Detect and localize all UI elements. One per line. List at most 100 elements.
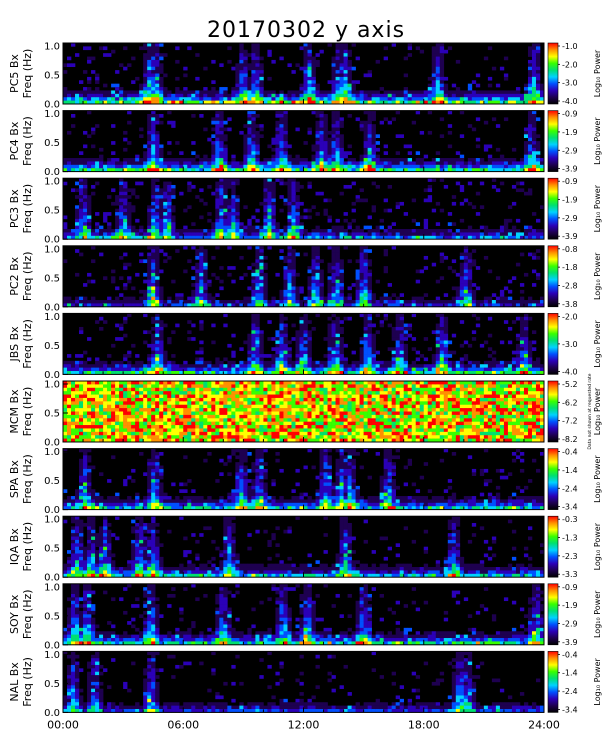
y-tick-label: 1.0 [44, 582, 60, 593]
freq-axis-label: Freq (Hz) [21, 49, 34, 99]
station-label: SOY Bx [8, 594, 21, 634]
spectrogram-heatmap [63, 381, 545, 443]
colorbar [547, 515, 559, 578]
colorbar-tick-label: -6.2 [562, 398, 578, 407]
y-tick-label: 1.0 [44, 177, 60, 188]
colorbar-tick-label: -0.8 [562, 245, 578, 254]
y-tick-label: 0.5 [44, 611, 60, 622]
freq-axis-label: Freq (Hz) [21, 116, 34, 166]
y-tick-label: 1.0 [44, 42, 60, 53]
x-tick-label: 24:00 [528, 718, 560, 731]
colorbar-note: Data not shown at requested rate [587, 373, 593, 449]
colorbar [547, 245, 559, 308]
y-tick-label: 0.0 [44, 302, 60, 313]
colorbar-label: Log₁₀ Power [593, 117, 602, 165]
panel-spa-bx: 0.0 0.5 1.0 SPA Bx Freq (Hz) -0.4 -1.4 -2.4 -3.4… [8, 447, 602, 516]
colorbar [547, 177, 559, 240]
freq-axis-label: Freq (Hz) [21, 184, 34, 234]
colorbar-tick-label: -3.4 [562, 705, 578, 714]
colorbar-tick-label: -3.0 [562, 79, 578, 88]
y-tick-label: 1.0 [44, 447, 60, 458]
colorbar-label: Log₁₀ Power [593, 657, 602, 705]
panel-mcm-bx: 0.0 0.5 1.0 MCM Bx Freq (Hz) -5.2 -6.2 -7.2 -8.2… [8, 373, 602, 449]
colorbar-tick-label: -5.2 [562, 380, 578, 389]
colorbar [547, 651, 559, 713]
station-label: NAL Bx [8, 662, 21, 702]
colorbar-tick-label: -3.3 [562, 570, 578, 579]
freq-axis-label: Freq (Hz) [21, 589, 34, 639]
colorbar-label: Log₁₀ Power [593, 455, 602, 503]
panel-pc4-bx: 0.0 0.5 1.0 PC4 Bx Freq (Hz) -0.9 -1.9 -2.9 -3.9… [8, 109, 602, 178]
colorbar-tick-label: -2.9 [562, 146, 578, 155]
colorbar-tick-label: -3.0 [562, 340, 578, 349]
spectrogram-heatmap [63, 43, 545, 105]
y-tick-label: 0.5 [44, 138, 60, 149]
y-tick-label: 0.5 [44, 544, 60, 555]
spectrogram-heatmap [63, 651, 545, 713]
colorbar-tick-label: -2.3 [562, 552, 578, 561]
colorbar-label: Log₁₀ Power [593, 49, 602, 97]
y-tick-label: 1.0 [44, 650, 60, 661]
panel-iqa-bx: 0.0 0.5 1.0 IQA Bx Freq (Hz) -0.3 -1.3 -2.3 -3.3… [8, 515, 602, 584]
y-tick-label: 0.5 [44, 273, 60, 284]
colorbar [547, 313, 559, 375]
y-tick-label: 1.0 [44, 380, 60, 391]
colorbar-tick-label: -3.9 [562, 232, 578, 241]
panel-nal-bx: 0.0 0.5 1.0 NAL Bx Freq (Hz) -0.4 -1.4 -2.4 -3.4… [8, 650, 602, 719]
colorbar-tick-label: -3.4 [562, 503, 578, 512]
colorbar-tick-label: -0.4 [562, 650, 578, 659]
colorbar-tick-label: -1.0 [562, 42, 578, 51]
colorbar-label: Log₁₀ Power [593, 522, 602, 570]
chart-title: 20170302 y axis [206, 18, 406, 43]
colorbar-label: Log₁₀ Power [593, 387, 602, 435]
colorbar [547, 583, 559, 646]
station-label: MCM Bx [8, 389, 21, 434]
colorbar-tick-label: -0.9 [562, 177, 578, 186]
colorbar-tick-label: -2.0 [562, 312, 578, 321]
colorbar-tick-label: -1.4 [562, 466, 578, 475]
y-tick-label: 0.0 [44, 708, 60, 719]
colorbar-tick-label: -3.9 [562, 165, 578, 174]
panel-jbs-bx: 0.0 0.5 1.0 JBS Bx Freq (Hz) -2.0 -3.0 -4.0 Log₁… [8, 312, 602, 381]
colorbar-tick-label: -2.8 [562, 281, 578, 290]
colorbar-tick-label: -2.0 [562, 60, 578, 69]
colorbar-tick-label: -3.9 [562, 638, 578, 647]
y-tick-label: 0.0 [44, 235, 60, 246]
colorbar-tick-label: -0.3 [562, 515, 578, 524]
panel-soy-bx: 0.0 0.5 1.0 SOY Bx Freq (Hz) -0.9 -1.9 -2.9 -3.9… [8, 582, 602, 651]
spectrogram-heatmap [63, 178, 545, 240]
y-tick-label: 0.0 [44, 438, 60, 449]
station-label: IQA Bx [8, 528, 21, 565]
y-tick-label: 1.0 [44, 244, 60, 255]
y-tick-label: 0.5 [44, 341, 60, 352]
y-tick-label: 1.0 [44, 109, 60, 120]
freq-axis-label: Freq (Hz) [21, 251, 34, 301]
y-tick-label: 0.0 [44, 167, 60, 178]
colorbar-tick-label: -1.3 [562, 534, 578, 543]
colorbar-tick-label: -3.8 [562, 300, 578, 309]
colorbar-tick-label: -1.9 [562, 196, 578, 205]
panel-pc2-bx: 0.0 0.5 1.0 PC2 Bx Freq (Hz) -0.8 -1.8 -2.8 -3.8… [8, 244, 602, 313]
y-tick-label: 0.0 [44, 640, 60, 651]
station-label: PC5 Bx [8, 54, 21, 93]
spectrogram-heatmap [63, 583, 545, 646]
colorbar-tick-label: -2.4 [562, 687, 578, 696]
y-tick-label: 0.5 [44, 71, 60, 82]
panel-pc3-bx: 0.0 0.5 1.0 PC3 Bx Freq (Hz) -0.9 -1.9 -2.9 -3.9… [8, 177, 602, 246]
spectrogram-heatmap [63, 245, 545, 308]
freq-axis-label: Freq (Hz) [21, 522, 34, 572]
station-label: PC3 Bx [8, 189, 21, 228]
colorbar [547, 448, 559, 510]
station-label: JBS Bx [8, 326, 21, 363]
colorbar-tick-label: -8.2 [562, 435, 578, 444]
y-tick-label: 0.0 [44, 370, 60, 381]
colorbar-tick-label: -0.9 [562, 583, 578, 592]
colorbar-tick-label: -0.4 [562, 448, 578, 457]
station-label: SPA Bx [8, 460, 21, 498]
spectrogram-heatmap [63, 313, 545, 375]
colorbar-tick-label: -4.0 [562, 97, 578, 106]
colorbar-tick-label: -0.9 [562, 110, 578, 119]
x-tick-label: 00:00 [47, 718, 79, 731]
colorbar-label: Log₁₀ Power [593, 252, 602, 300]
